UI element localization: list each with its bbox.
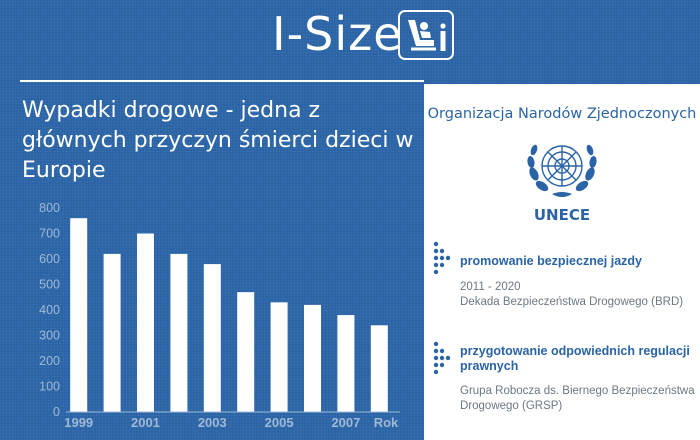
unece-acronym: UNECE <box>533 206 591 224</box>
bar-1999 <box>70 218 88 412</box>
bar-2008 <box>370 325 388 412</box>
bar-2000 <box>103 253 121 412</box>
dotted-arrow-icon <box>433 241 451 274</box>
bar-2004 <box>237 292 255 412</box>
bar-2003 <box>203 264 221 412</box>
y-tick-label: 500 <box>39 278 60 292</box>
x-tick-label: 1999 <box>64 415 93 430</box>
x-tick-label: 2005 <box>265 415 294 430</box>
y-tick-label: 300 <box>39 329 60 343</box>
bar-2002 <box>170 253 188 412</box>
y-tick-label: 400 <box>39 303 60 317</box>
item-text-grsp: Grupa Robocza ds. Biernego Bezpieczeństw… <box>460 385 695 412</box>
x-tick-label: 2003 <box>198 415 227 430</box>
bar-chart: 0 100 200 300 400 500 600 700 800 1999 2001 2003 20… <box>39 201 400 430</box>
y-tick-label: 800 <box>39 201 60 215</box>
un-emblem-icon <box>527 144 597 197</box>
y-tick-label: 700 <box>39 227 60 241</box>
y-tick-label: 100 <box>39 380 60 394</box>
chart-headline: Wypadki drogowe - jedna z głównych przyc… <box>22 98 414 183</box>
bar-2006 <box>304 304 321 412</box>
y-tick-label: 600 <box>39 252 60 266</box>
item-text-decade-years: 2011 - 2020 <box>460 281 521 293</box>
x-axis-label: Rok <box>374 415 399 430</box>
y-tick-label: 200 <box>39 354 60 368</box>
child-car-seat-info-icon <box>398 10 454 60</box>
header-divider <box>20 80 424 82</box>
item-title-regulations: przygotowanie odpowiednich regulacji pra… <box>460 344 690 373</box>
page-title: I-Size <box>272 7 403 61</box>
item-text-decade-name: Dekada Bezpieczeństwa Drogowego (BRD) <box>460 296 684 308</box>
bar-2007 <box>337 315 355 412</box>
y-tick-label: 0 <box>53 405 60 419</box>
dotted-arrow-icon <box>433 341 451 374</box>
item-title-safe-driving: promowanie bezpiecznej jazdy <box>460 254 642 268</box>
org-title: Organizacja Narodów Zjednoczonych <box>427 106 697 122</box>
x-tick-label: 2001 <box>131 415 160 430</box>
x-tick-label: 2007 <box>331 415 360 430</box>
unece-info-panel: Organizacja Narodów Zjednoczonych UNECE <box>424 84 700 440</box>
bar-2005 <box>270 302 288 412</box>
bar-2001 <box>137 233 154 412</box>
